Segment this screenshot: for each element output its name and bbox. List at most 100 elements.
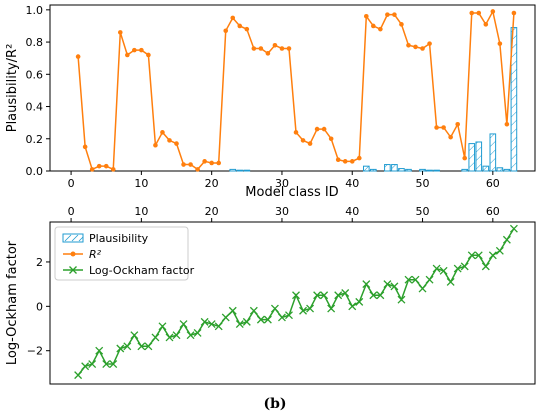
log-ockham-point	[214, 322, 223, 331]
plausibility-bar	[496, 167, 504, 172]
r2-point	[103, 163, 109, 169]
bottom-plot-frame	[49, 221, 536, 385]
bottom-x-tick-label: 50	[416, 205, 430, 218]
log-ockham-point	[397, 295, 406, 304]
bottom-x-ticks: 0 10 20 30 40 50 60	[68, 205, 500, 222]
r2-point	[321, 126, 327, 132]
r2-point	[202, 159, 207, 164]
log-ockham-point	[151, 333, 160, 342]
top-y-ticks: 0.0 0.2 0.4 0.6 0.8 1.0	[26, 4, 50, 178]
log-ockham-point	[200, 317, 209, 326]
legend-box	[54, 226, 189, 281]
plausibility-bar	[426, 169, 433, 172]
r2-point	[181, 162, 186, 167]
log-ockham-point	[299, 306, 308, 315]
r2-point	[174, 141, 179, 146]
r2-point	[230, 15, 236, 21]
bottom-x-tick-label: 40	[345, 205, 359, 218]
r2-point	[399, 22, 404, 27]
top-x-tick-label: 40	[345, 177, 359, 190]
bottom-log-ockham-line	[74, 224, 518, 380]
r2-point	[272, 42, 278, 48]
r2-point	[125, 52, 130, 58]
plausibility-bar	[482, 165, 490, 172]
figure-caption: (b)	[263, 396, 286, 412]
top-y-tick-label: 0.8	[26, 36, 44, 49]
log-ockham-point	[256, 315, 265, 324]
r2-point	[167, 138, 172, 143]
r2-point	[96, 163, 102, 169]
legend-swatch-r2	[63, 251, 83, 257]
log-ockham-point	[144, 342, 153, 351]
top-y-tick-label: 0.6	[26, 68, 44, 81]
top-plausibility-bars	[229, 27, 518, 172]
r2-point	[195, 167, 200, 172]
r2-point	[216, 160, 221, 166]
r2-point	[153, 142, 158, 148]
bottom-y-tick-label: −2	[27, 345, 43, 358]
r2-point	[434, 125, 439, 130]
log-ockham-point	[228, 306, 237, 315]
log-ockham-point	[411, 275, 420, 284]
log-ockham-point	[270, 304, 279, 313]
top-x-axis-label: Model class ID	[245, 185, 338, 200]
log-ockham-point	[383, 280, 392, 289]
log-ockham-point	[509, 224, 518, 233]
log-ockham-point	[355, 297, 364, 306]
plausibility-bar	[398, 168, 405, 172]
legend-label-r2: R²	[89, 248, 102, 261]
log-ockham-point	[425, 275, 434, 284]
log-ockham-point	[158, 322, 167, 331]
plausibility-bar	[243, 169, 251, 172]
top-x-tick-label: 0	[68, 177, 75, 190]
r2-point	[307, 141, 313, 146]
r2-point	[420, 46, 425, 51]
log-ockham-point	[474, 251, 483, 260]
r2-point	[356, 155, 362, 161]
legend-label-plausibility: Plausibility	[89, 232, 149, 245]
r2-point	[328, 136, 334, 142]
plausibility-bar	[236, 169, 244, 172]
top-plot-frame	[49, 4, 536, 172]
r2-point	[279, 46, 285, 51]
bottom-x-tick-label: 20	[205, 205, 219, 218]
legend-swatch-log-ockham	[63, 266, 83, 274]
r2-point	[300, 138, 306, 143]
r2-point	[314, 126, 320, 132]
r2-point	[504, 121, 510, 127]
r2-point	[293, 130, 299, 135]
top-y-tick-label: 0.4	[26, 101, 44, 114]
log-ockham-point	[439, 266, 448, 275]
bottom-x-tick-label: 10	[134, 205, 148, 218]
legend: Plausibility R² Log-Ockham factor	[54, 226, 195, 281]
log-ockham-point	[165, 333, 174, 342]
top-y-axis-label: Plausibility/R²	[5, 44, 20, 133]
log-ockham-point	[249, 306, 258, 315]
bottom-x-tick-label: 30	[275, 205, 289, 218]
top-x-tick-label: 60	[486, 177, 500, 190]
log-ockham-point	[186, 331, 195, 340]
log-ockham-point	[432, 264, 441, 273]
log-ockham-point	[348, 302, 357, 311]
r2-point	[441, 125, 446, 130]
r2-point	[160, 130, 165, 135]
log-ockham-point	[390, 282, 399, 291]
r2-point	[237, 23, 243, 29]
log-ockham-point	[235, 320, 244, 329]
top-x-ticks: 0 10 20 30 40 50 60	[68, 171, 500, 190]
log-ockham-point	[74, 371, 83, 380]
log-ockham-point	[446, 277, 455, 286]
top-y-tick-label: 0.2	[26, 133, 44, 146]
log-ockham-point	[481, 262, 490, 271]
log-ockham-point	[418, 284, 427, 293]
r2-point	[476, 10, 482, 16]
log-ockham-point	[221, 313, 230, 322]
log-ockham-point	[81, 362, 90, 371]
plausibility-bar	[419, 168, 426, 172]
log-ockham-point	[123, 342, 132, 351]
plausibility-bar	[489, 133, 497, 172]
log-ockham-point	[453, 264, 462, 273]
r2-point	[223, 28, 229, 34]
top-x-tick-label: 10	[134, 177, 148, 190]
bottom-y-tick-label: 0	[36, 300, 43, 313]
